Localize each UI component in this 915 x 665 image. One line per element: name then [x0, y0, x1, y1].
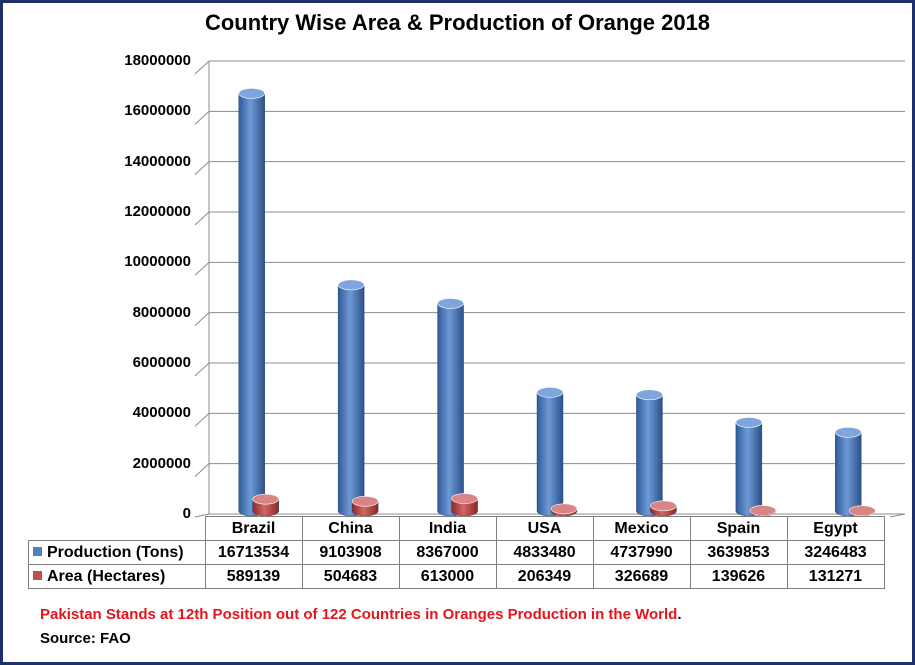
y-tick-label: 16000000	[124, 102, 191, 120]
y-tick-label: 0	[182, 505, 191, 522]
area-bar	[550, 503, 578, 517]
area-bar-top	[650, 500, 677, 512]
gridline-depth	[194, 362, 210, 377]
area-value: 589139	[204, 564, 303, 589]
gridline-depth	[194, 412, 210, 427]
category-label: Mexico	[592, 516, 691, 541]
production-value: 4833480	[495, 540, 594, 565]
production-value: 8367000	[398, 540, 497, 565]
area-value: 139626	[689, 564, 788, 589]
production-bar-body	[238, 93, 265, 517]
production-bar-body	[835, 432, 862, 517]
area-bar	[848, 505, 876, 517]
y-tick-label: 6000000	[132, 354, 191, 371]
production-bar	[437, 298, 464, 517]
gridline-depth	[194, 211, 210, 226]
production-bar-body	[337, 284, 365, 517]
area-bar	[749, 505, 777, 517]
area-value: 206349	[495, 564, 594, 589]
series-label-production: Production (Tons)	[28, 540, 206, 565]
chart-title: Country Wise Area & Production of Orange…	[204, 10, 711, 35]
area-bar-top	[351, 495, 379, 507]
area-bar	[351, 495, 379, 517]
category-label: China	[301, 516, 400, 541]
production-bar	[238, 88, 266, 517]
production-bar-top	[337, 279, 365, 291]
production-bar	[337, 279, 365, 517]
production-legend-key	[33, 546, 42, 556]
production-value: 4737990	[592, 540, 691, 565]
production-value: 9103908	[301, 540, 400, 565]
category-label: Egypt	[786, 516, 885, 541]
footnote-period: .	[677, 606, 682, 623]
area-value: 613000	[398, 564, 497, 589]
gridline-depth	[194, 463, 210, 478]
y-tick-label: 12000000	[124, 203, 191, 220]
gridline-depth	[194, 60, 210, 75]
production-bar-top	[834, 426, 862, 438]
production-bar-top	[238, 88, 266, 99]
category-label: Brazil	[204, 516, 303, 541]
data-table-row-area: Area (Hectares) 589139 504683 613000 206…	[28, 564, 885, 589]
production-bar-top	[636, 389, 663, 401]
production-bar	[536, 387, 564, 517]
y-tick-label: 2000000	[132, 454, 191, 472]
category-label: Spain	[689, 516, 788, 541]
data-table: Brazil China India USA Mexico Spain Egyp…	[28, 516, 885, 589]
area-bar	[252, 493, 280, 517]
y-tick-label: 8000000	[132, 303, 191, 321]
series-label-area: Area (Hectares)	[28, 564, 206, 589]
data-table-header-row: Brazil China India USA Mexico Spain Egyp…	[28, 516, 885, 541]
production-bar-body	[437, 303, 464, 517]
footnote: Pakistan Stands at 12th Position out of …	[40, 606, 681, 623]
area-value: 326689	[592, 564, 691, 589]
gridline-depth	[194, 161, 210, 176]
area-bar-top	[848, 505, 876, 516]
gridline-depth	[194, 312, 210, 327]
production-bar	[735, 417, 763, 517]
production-value: 3246483	[786, 540, 885, 565]
series-name: Area (Hectares)	[47, 567, 166, 585]
source-note: Source: FAO	[40, 630, 131, 647]
y-tick-label: 18000000	[124, 52, 191, 69]
series-name: Production (Tons)	[47, 543, 184, 561]
area-bar-top	[550, 503, 578, 515]
area-bar	[650, 500, 677, 517]
area-value: 504683	[301, 564, 400, 589]
category-label: USA	[495, 516, 594, 541]
production-bar-body	[536, 392, 564, 517]
area-value: 131271	[786, 564, 885, 589]
y-tick-label: 10000000	[124, 253, 191, 271]
y-tick-label: 4000000	[132, 404, 191, 422]
area-bar-top	[252, 493, 280, 505]
gridline-depth	[194, 110, 210, 125]
production-bar-top	[735, 417, 763, 428]
floor-side-edge	[889, 513, 906, 518]
footnote-text: Pakistan Stands at 12th Position out of …	[40, 606, 678, 623]
data-table-row-production: Production (Tons) 16713534 9103908 83670…	[28, 540, 885, 565]
area-bar	[451, 493, 478, 517]
production-bar-top	[437, 298, 464, 309]
production-bar-body	[735, 422, 763, 517]
production-bar-body	[636, 394, 663, 517]
production-value: 16713534	[204, 540, 303, 565]
production-bar-top	[536, 387, 564, 398]
production-value: 3639853	[689, 540, 788, 565]
area-bar-top	[451, 493, 478, 504]
production-bar	[636, 389, 663, 517]
area-bar-top	[749, 505, 777, 516]
data-table-corner	[28, 516, 206, 541]
y-tick-label: 14000000	[124, 152, 191, 170]
area-legend-key	[33, 570, 42, 580]
category-label: India	[398, 516, 497, 541]
production-bar	[834, 426, 862, 517]
gridline-depth	[194, 261, 210, 276]
